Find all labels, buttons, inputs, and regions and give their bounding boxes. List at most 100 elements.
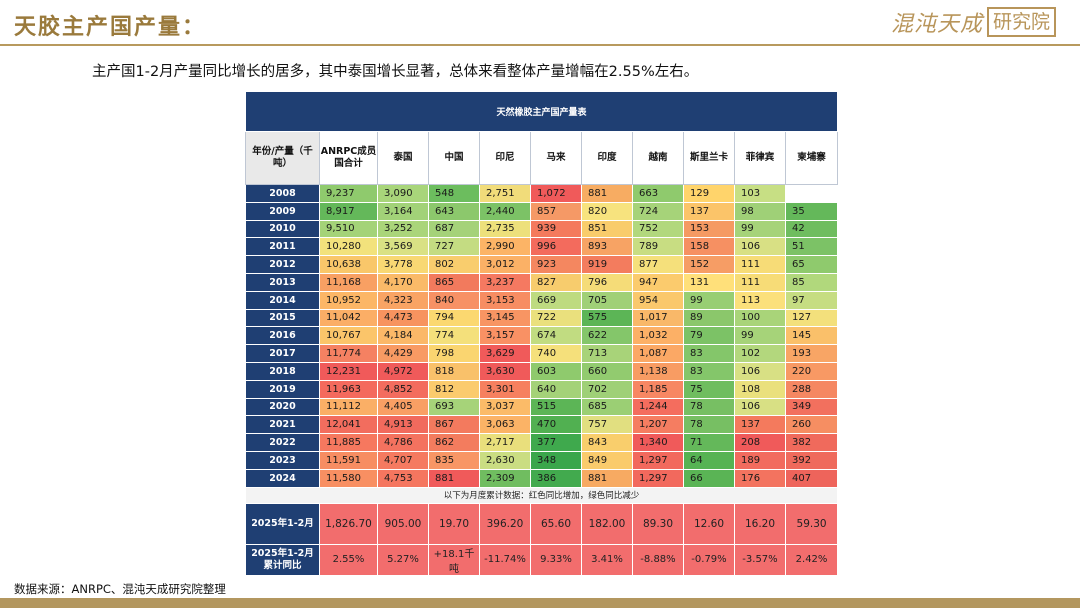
column-header: 柬埔寨	[784, 131, 839, 185]
value-cell: 820	[581, 201, 633, 221]
column-header: 菲律宾	[734, 131, 786, 185]
value-cell: 1,340	[632, 433, 684, 452]
value-cell: 158	[683, 237, 735, 257]
year-cell: 2024	[245, 468, 320, 488]
value-cell: 849	[581, 450, 633, 470]
table-row: 2015 11,042 4,473 794 3,145 722 575 1,017 89 100 1…	[245, 308, 839, 328]
value-cell: 83	[683, 361, 735, 381]
table-row: 2024 11,580 4,753 881 2,309 386 881 1,297 66 176 4…	[245, 468, 839, 488]
value-cell: 798	[428, 344, 480, 363]
production-table: 天然橡胶主产国产量表 年份/产量（千吨） ANRPC成员国合计 泰国 中国 印尼 马来 印度…	[244, 91, 839, 576]
value-cell: 1,017	[632, 308, 684, 328]
summary-text: 主产国1-2月产量同比增长的居多，其中泰国增长显著，总体来看整体产量增幅在2.5…	[92, 64, 699, 80]
value-cell: 4,473	[377, 308, 429, 328]
value-cell: 11,112	[319, 397, 378, 417]
table-row: 2009 8,917 3,164 643 2,440 857 820 724 137 98 35	[245, 201, 839, 221]
note-row: 以下为月度累计数据：红色同比增加，绿色同比减少	[244, 486, 839, 504]
value-cell: 575	[581, 308, 633, 328]
value-cell: 1,032	[632, 326, 684, 346]
value-cell: 220	[784, 361, 839, 381]
value-cell: 102	[734, 344, 786, 363]
year-cell: 2008	[245, 184, 320, 203]
slide-header: 天胶主产国产量： 混沌天成 研究院	[0, 0, 1080, 46]
value-cell: 97	[784, 290, 839, 310]
table-row: 2018 12,231 4,972 818 3,630 603 660 1,138 83 106 2…	[245, 361, 839, 381]
monthly-value-cell: 65.60	[530, 502, 582, 545]
value-cell: 11,774	[319, 344, 378, 363]
value-cell: 4,323	[377, 290, 429, 310]
value-cell: 9,510	[319, 219, 378, 239]
value-cell: 693	[428, 397, 480, 417]
monthly-value-cell: 905.00	[377, 502, 429, 545]
value-cell: 8,917	[319, 201, 378, 221]
value-cell: 794	[428, 308, 480, 328]
value-cell: 835	[428, 450, 480, 470]
value-cell: 3,237	[479, 272, 531, 292]
year-cell: 2022	[245, 433, 320, 452]
value-cell: 10,952	[319, 290, 378, 310]
value-cell: 106	[734, 361, 786, 381]
table-row: 2016 10,767 4,184 774 3,157 674 622 1,032 79 99 14…	[245, 326, 839, 346]
value-cell: 1,297	[632, 450, 684, 470]
yoy-value-cell: 2.42%	[784, 543, 839, 576]
value-cell: 3,301	[479, 379, 531, 399]
monthly-value-cell: 182.00	[581, 502, 633, 545]
yoy-label-line1: 2025年1-2月	[251, 548, 314, 560]
value-cell: 3,629	[479, 344, 531, 363]
value-cell: 796	[581, 272, 633, 292]
value-cell: 78	[683, 415, 735, 435]
monthly-value-cell: 396.20	[479, 502, 531, 545]
value-cell: 851	[581, 219, 633, 239]
table-row: 2020 11,112 4,405 693 3,037 515 685 1,244 78 106 3…	[245, 397, 839, 417]
logo-script-text: 混沌天成	[890, 12, 983, 37]
value-cell: 1,087	[632, 344, 684, 363]
value-cell: 947	[632, 272, 684, 292]
column-header: 马来	[530, 131, 582, 185]
value-cell: 2,630	[479, 450, 531, 470]
value-cell: 640	[530, 379, 582, 399]
value-cell: 137	[683, 201, 735, 221]
value-cell: 11,580	[319, 468, 378, 488]
value-cell: 75	[683, 379, 735, 399]
value-cell: 857	[530, 201, 582, 221]
year-cell: 2014	[245, 290, 320, 310]
value-cell: 348	[530, 450, 582, 470]
value-cell: 669	[530, 290, 582, 310]
table-note: 以下为月度累计数据：红色同比增加，绿色同比减少	[244, 486, 839, 504]
value-cell: 111	[734, 255, 786, 274]
value-cell: 996	[530, 237, 582, 257]
value-cell: 89	[683, 308, 735, 328]
value-cell: 1,297	[632, 468, 684, 488]
value-cell: 9,237	[319, 184, 378, 203]
value-cell: 687	[428, 219, 480, 239]
value-cell: 660	[581, 361, 633, 381]
value-cell: 103	[734, 184, 786, 203]
monthly-label: 2025年1-2月	[245, 502, 320, 545]
value-cell: 11,885	[319, 433, 378, 452]
value-cell: 377	[530, 433, 582, 452]
column-header: ANRPC成员国合计	[319, 131, 378, 185]
year-cell: 2023	[245, 450, 320, 470]
value-cell: 106	[734, 397, 786, 417]
value-cell: 2,440	[479, 201, 531, 221]
table-row: 2013 11,168 4,170 865 3,237 827 796 947 131 111 85	[245, 272, 839, 292]
value-cell: 877	[632, 255, 684, 274]
value-cell: 98	[734, 201, 786, 221]
value-cell: 288	[784, 379, 839, 399]
value-cell: 35	[784, 201, 839, 221]
value-cell: 153	[683, 219, 735, 239]
value-cell: 100	[734, 308, 786, 328]
value-cell: 392	[784, 450, 839, 470]
column-header: 斯里兰卡	[683, 131, 735, 185]
value-cell: 4,184	[377, 326, 429, 346]
value-cell: 2,309	[479, 468, 531, 488]
value-cell: 1,138	[632, 361, 684, 381]
value-cell: 113	[734, 290, 786, 310]
value-cell: 2,735	[479, 219, 531, 239]
value-cell: 260	[784, 415, 839, 435]
year-cell: 2013	[245, 272, 320, 292]
yoy-value-cell: +18.1千吨	[428, 543, 480, 576]
year-cell: 2021	[245, 415, 320, 435]
value-cell: 79	[683, 326, 735, 346]
header-divider	[0, 44, 1080, 46]
